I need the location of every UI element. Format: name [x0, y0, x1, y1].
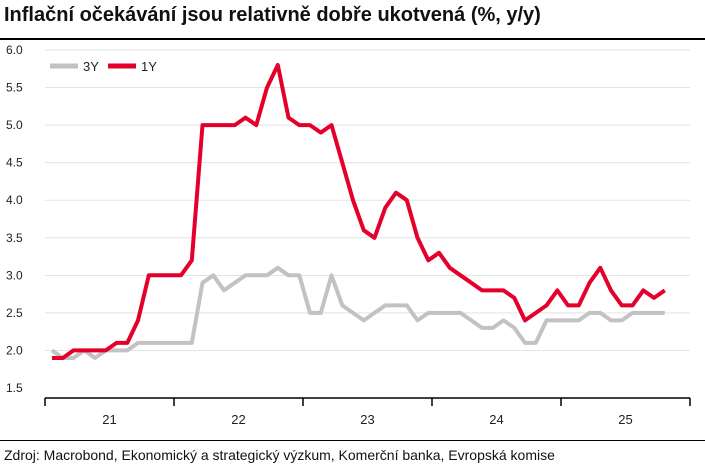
x-tick-label: 25	[618, 412, 632, 427]
y-tick-label: 4.0	[6, 193, 23, 207]
x-tick-label: 23	[360, 412, 374, 427]
y-tick-label: 3.5	[6, 231, 23, 245]
y-tick-label: 3.0	[6, 268, 23, 282]
y-tick-label: 1.5	[6, 381, 23, 395]
line-chart: 6.0 5.5 5.0 4.5 4.0 3.5 3.0 2.5 2.0 1.5 21 22 23 24 25…	[6, 43, 691, 427]
y-tick-label: 4.5	[6, 156, 23, 170]
x-tick-label: 24	[489, 412, 503, 427]
source-note: Zdroj: Macrobond, Ekonomický a strategic…	[4, 447, 555, 463]
y-tick-label: 5.0	[6, 118, 23, 132]
series-line-1y	[52, 63, 666, 360]
y-tick-label: 5.5	[6, 81, 23, 95]
y-tick-label: 2.5	[6, 306, 23, 320]
title-rule	[0, 38, 705, 40]
y-tick-label: 6.0	[6, 43, 23, 57]
x-tick-label: 22	[231, 412, 245, 427]
x-tick-label: 21	[102, 412, 116, 427]
legend-label: 1Y	[141, 59, 157, 74]
chart-title: Inflační očekávání jsou relativně dobře …	[4, 4, 541, 26]
y-tick-label: 2.0	[6, 343, 23, 357]
source-rule	[0, 440, 705, 441]
series-line-3y	[50, 265, 665, 360]
legend-label: 3Y	[83, 59, 99, 74]
